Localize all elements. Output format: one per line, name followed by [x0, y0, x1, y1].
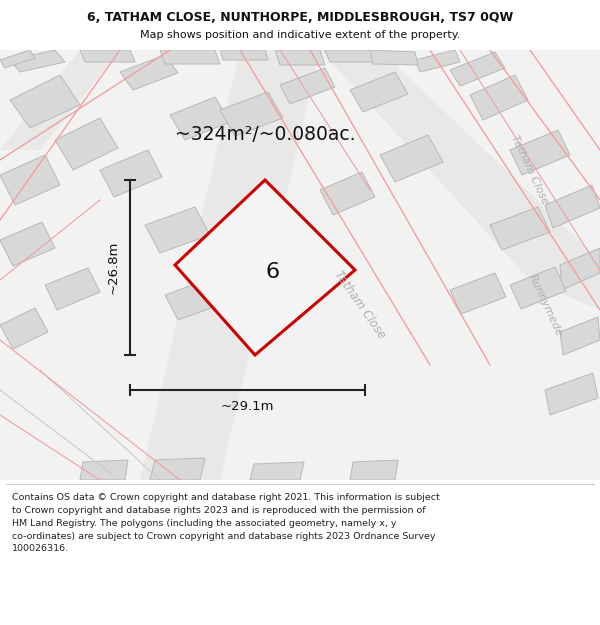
Polygon shape: [10, 50, 65, 72]
Polygon shape: [0, 50, 35, 68]
Polygon shape: [560, 317, 600, 355]
Polygon shape: [0, 50, 600, 480]
Polygon shape: [220, 92, 283, 136]
Polygon shape: [10, 75, 80, 128]
Polygon shape: [280, 68, 335, 104]
Polygon shape: [0, 50, 120, 150]
Polygon shape: [450, 273, 506, 314]
Polygon shape: [145, 207, 210, 253]
Polygon shape: [510, 267, 566, 309]
Polygon shape: [545, 373, 598, 415]
Polygon shape: [250, 462, 304, 480]
Polygon shape: [450, 52, 505, 86]
Polygon shape: [510, 130, 570, 175]
Polygon shape: [0, 155, 60, 205]
Polygon shape: [275, 50, 325, 65]
Text: ~26.8m: ~26.8m: [107, 241, 120, 294]
Text: 6: 6: [265, 262, 280, 282]
Polygon shape: [160, 50, 220, 64]
Text: ~29.1m: ~29.1m: [221, 400, 274, 413]
Polygon shape: [210, 220, 272, 270]
Text: Contains OS data © Crown copyright and database right 2021. This information is : Contains OS data © Crown copyright and d…: [12, 493, 440, 554]
Text: Runnymede: Runnymede: [526, 272, 564, 338]
Polygon shape: [560, 248, 600, 290]
Polygon shape: [170, 97, 230, 140]
Text: ~324m²/~0.080ac.: ~324m²/~0.080ac.: [175, 126, 355, 144]
Polygon shape: [350, 460, 398, 480]
Polygon shape: [325, 50, 375, 62]
Polygon shape: [80, 460, 128, 480]
Polygon shape: [415, 50, 460, 72]
Polygon shape: [150, 458, 205, 480]
Polygon shape: [140, 50, 320, 480]
Polygon shape: [380, 135, 443, 182]
Text: Map shows position and indicative extent of the property.: Map shows position and indicative extent…: [140, 30, 460, 40]
Polygon shape: [80, 50, 135, 62]
Polygon shape: [175, 180, 355, 355]
Polygon shape: [0, 308, 48, 349]
Polygon shape: [235, 282, 290, 326]
Polygon shape: [470, 75, 528, 120]
Polygon shape: [45, 268, 100, 310]
Polygon shape: [370, 50, 418, 65]
Text: 6, TATHAM CLOSE, NUNTHORPE, MIDDLESBROUGH, TS7 0QW: 6, TATHAM CLOSE, NUNTHORPE, MIDDLESBROUG…: [87, 11, 513, 24]
Polygon shape: [300, 50, 600, 310]
Polygon shape: [55, 118, 118, 170]
Text: Tatham Close: Tatham Close: [332, 269, 388, 341]
Polygon shape: [220, 50, 268, 60]
Polygon shape: [120, 55, 178, 90]
Polygon shape: [100, 150, 162, 197]
Text: Tatham Close: Tatham Close: [509, 134, 550, 206]
Polygon shape: [350, 72, 408, 112]
Polygon shape: [545, 185, 600, 228]
Polygon shape: [165, 278, 225, 320]
Polygon shape: [490, 207, 550, 250]
Polygon shape: [0, 222, 55, 266]
Polygon shape: [320, 172, 375, 215]
